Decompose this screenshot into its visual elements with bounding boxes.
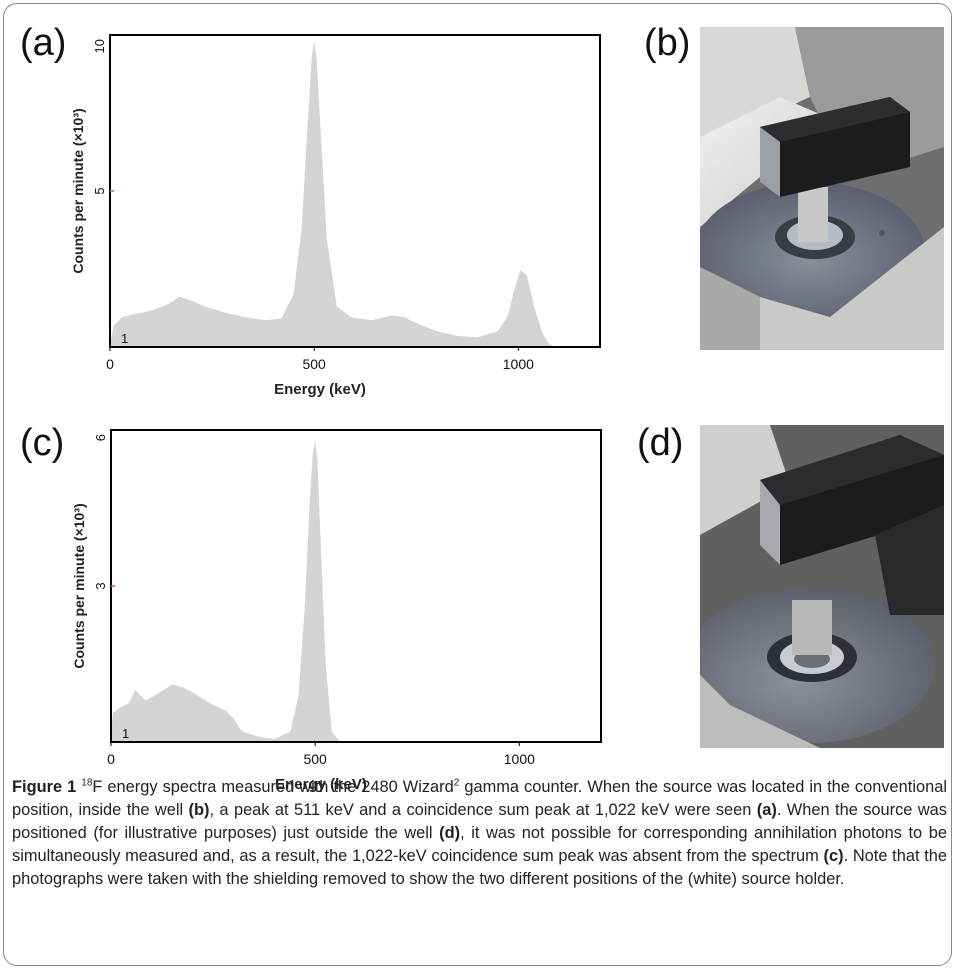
caption-ref-b: (b) (188, 801, 210, 819)
x-axis-label: Energy (keV) (274, 381, 366, 398)
y-tick-label: 5 (92, 187, 107, 194)
caption-ref-c: (c) (823, 847, 844, 865)
panel-label-a: (a) (20, 22, 67, 64)
x-tick-label: 500 (303, 751, 327, 767)
y-tick-label: 3 (93, 582, 108, 589)
x-axis-label: Energy (keV) (275, 776, 367, 793)
energy-spectrum-chart-c: 0 500 1000 3 6 Counts per minute (×10³) Energy… (71, 429, 602, 793)
caption-text: , a peak at 511 keV and a coincidence su… (209, 801, 757, 819)
figure-label: Figure 1 (12, 778, 77, 796)
y-tick-label: 6 (93, 434, 108, 441)
x-tick-label: 1000 (503, 356, 534, 372)
corner-label: 1 (121, 331, 128, 346)
x-tick-label: 500 (302, 356, 326, 372)
isotope-mass-number: 18 (81, 777, 93, 789)
spectrum-series-a (109, 42, 556, 348)
caption-text: . When the source was positioned (for il… (12, 801, 947, 842)
spectrum-series-c (110, 442, 341, 743)
panel-label-d: (d) (637, 422, 684, 464)
caption-text: , it was not possible for corresponding … (12, 824, 947, 865)
y-axis-label: Counts per minute (×10³) (70, 108, 86, 273)
energy-spectrum-chart-a: 0 500 1000 5 10 Counts per minute (×10³) Energ… (70, 34, 601, 398)
figure-border (3, 3, 952, 966)
figure-caption: Figure 1 18F energy spectra measured wit… (12, 776, 947, 891)
panel-label-c: (c) (20, 422, 65, 464)
caption-superscript: 2 (453, 777, 460, 789)
photo-source-inside-well (700, 27, 944, 350)
y-axis-label: Counts per minute (×10³) (71, 503, 87, 668)
caption-ref-d: (d) (439, 824, 461, 842)
x-tick-label: 1000 (504, 751, 535, 767)
caption-text: F energy spectra measured with the 2480 … (92, 778, 454, 796)
x-tick-label: 0 (107, 751, 115, 767)
caption-text: . Note that the photographs were taken w… (12, 847, 947, 888)
panel-label-b: (b) (644, 22, 691, 64)
caption-ref-a: (a) (756, 801, 777, 819)
photo-source-outside-well (700, 425, 944, 748)
x-tick-label: 0 (106, 356, 114, 372)
corner-label: 1 (122, 726, 129, 741)
y-tick-label: 10 (92, 39, 107, 53)
caption-text: gamma counter. When the source was locat… (12, 778, 947, 819)
